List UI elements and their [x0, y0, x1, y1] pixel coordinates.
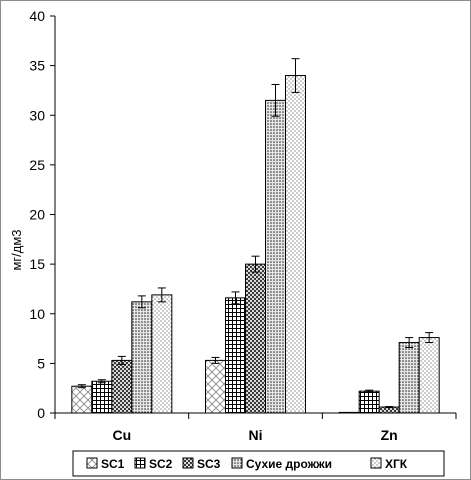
bar-ni-series-1	[205, 359, 226, 414]
bar-ni-series-2	[225, 297, 246, 414]
labels-layer: 0 5 10 15 20 25 30 35 40 Cu Ni Zn	[29, 8, 397, 443]
y-tick-label: 5	[37, 355, 45, 371]
bar-cu-series-3	[111, 359, 133, 414]
bar-cu-series-2	[91, 380, 113, 414]
y-tick-label: 30	[29, 107, 45, 123]
bar-ni-series-4	[265, 99, 286, 414]
bar-zn-series-4	[398, 342, 420, 414]
legend-swatch	[86, 457, 98, 469]
legend-swatch	[134, 457, 146, 469]
y-tick-label: 20	[29, 207, 45, 223]
bar-ni-series-5	[285, 75, 306, 414]
bar-zn-series-2	[358, 390, 380, 414]
y-tick-label: 25	[29, 157, 45, 173]
bar-cu-series-4	[131, 301, 153, 414]
legend-label: SC2	[149, 457, 173, 471]
y-tick-label: 35	[29, 58, 45, 74]
legend-label: Сухие дрожжи	[246, 457, 332, 471]
legend-label: ХГК	[385, 457, 408, 471]
bar-zn-series-1	[338, 411, 360, 414]
bars-layer	[71, 58, 440, 414]
legend-swatch	[182, 457, 194, 469]
bar-zn-series-5	[418, 337, 440, 414]
legend-label: SC1	[101, 457, 125, 471]
bar-cu-series-1	[71, 385, 93, 414]
x-category-label: Cu	[112, 427, 131, 443]
legend-swatch	[231, 457, 243, 469]
y-tick-label: 40	[29, 8, 45, 24]
y-tick-label: 0	[37, 405, 45, 421]
bar-cu-series-5	[151, 294, 173, 414]
y-tick-label: 10	[29, 306, 45, 322]
legend-label: SC3	[197, 457, 221, 471]
x-category-label: Ni	[249, 427, 263, 443]
legend-swatch	[370, 457, 382, 469]
x-category-label: Zn	[381, 427, 398, 443]
y-axis-title: мг/дм3	[9, 229, 24, 270]
legend: SC1 SC2 SC3 Сухие дрожжи ХГК	[72, 450, 445, 477]
bar-ni-series-3	[245, 263, 266, 414]
y-tick-label: 15	[29, 256, 45, 272]
